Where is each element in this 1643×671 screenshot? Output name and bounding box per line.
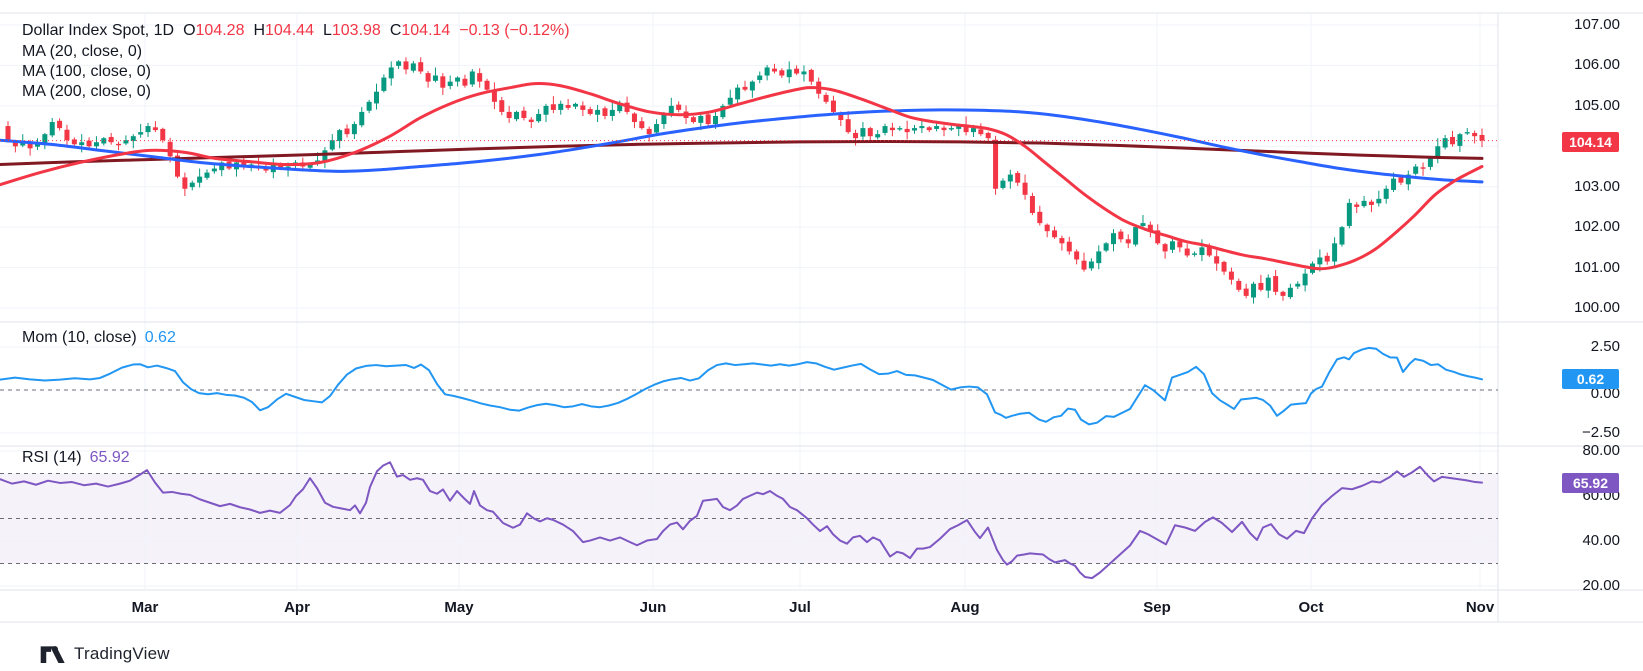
price-axis-label: 100.00 (1574, 299, 1620, 316)
panel-separators (0, 12, 1643, 623)
rsi-value-badge: 65.92 (1562, 473, 1619, 493)
month-label-aug: Aug (950, 599, 980, 616)
price-axis-label: 101.00 (1574, 259, 1620, 276)
last-price-badge: 104.14 (1562, 132, 1619, 152)
price-axis-label: 102.00 (1574, 218, 1620, 235)
month-label-apr: Apr (284, 599, 310, 616)
indicator-level-lines (0, 389, 1498, 564)
month-label-jun: Jun (639, 599, 667, 616)
tradingview-logo[interactable]: TradingView (40, 641, 170, 667)
price-change: −0.13 (−0.12%) (459, 22, 570, 39)
ohlc-high-value: 104.44 (265, 22, 314, 39)
month-label-nov: Nov (1465, 599, 1495, 616)
rsi-value: 65.92 (89, 449, 130, 466)
rsi-axis-label: 80.00 (1582, 442, 1620, 459)
momentum-axis-label: 2.50 (1590, 338, 1620, 355)
ohlc-close-letter: C (389, 22, 402, 39)
ma200-line (0, 139, 1484, 166)
rsi-legend-row[interactable]: RSI (14) 65.92 (22, 448, 130, 468)
ohlc-open-value: 104.28 (195, 22, 245, 39)
rsi-axis-label: 20.00 (1582, 577, 1620, 594)
ma100-legend-row[interactable]: MA (100, close, 0) (22, 63, 151, 80)
momentum-value-badge: 0.62 (1562, 369, 1619, 389)
month-label-oct: Oct (1298, 599, 1324, 616)
ohlc-low-value: 103.98 (331, 22, 381, 39)
momentum-label[interactable]: Mom (10, close) (22, 329, 137, 346)
symbol-title[interactable]: Dollar Index Spot, 1D (22, 22, 175, 39)
symbol-legend-row[interactable]: Dollar Index Spot, 1D O104.28 H104.44 L103.… (22, 21, 570, 41)
momentum-axis-label: −2.50 (1582, 424, 1620, 441)
ohlc-low-letter: L (322, 22, 332, 39)
tradingview-logo-text: TradingView (74, 644, 170, 663)
price-axis-label: 107.00 (1574, 16, 1620, 33)
month-label-may: May (444, 599, 474, 616)
rsi-label[interactable]: RSI (14) (22, 449, 82, 466)
tradingview-logo-icon (40, 646, 65, 664)
gridlines (0, 14, 1498, 589)
month-label-sep: Sep (1143, 599, 1171, 616)
price-axis-label: 105.00 (1574, 97, 1620, 114)
momentum-legend-row[interactable]: Mom (10, close) 0.62 (22, 328, 176, 348)
ohlc-close-value: 104.14 (401, 22, 451, 39)
momentum-line (0, 346, 1483, 426)
month-label-mar: Mar (131, 599, 159, 616)
rsi-line (0, 461, 1483, 580)
momentum-value: 0.62 (144, 329, 176, 346)
ohlc-open-letter: O (183, 22, 196, 39)
price-axis-label: 103.00 (1574, 178, 1620, 195)
ma100-line (0, 108, 1484, 184)
candles-group (5, 57, 1485, 304)
ma20-line (0, 82, 1484, 271)
month-label-jul: Jul (789, 599, 811, 616)
ohlc-high-letter: H (253, 22, 266, 39)
momentum-axis-label: 0.00 (1590, 385, 1620, 402)
rsi-axis-label: 40.00 (1582, 532, 1620, 549)
price-axis-label: 106.00 (1574, 56, 1620, 73)
ma20-legend-row[interactable]: MA (20, close, 0) (22, 43, 143, 60)
ma200-legend-row[interactable]: MA (200, close, 0) (22, 83, 151, 100)
